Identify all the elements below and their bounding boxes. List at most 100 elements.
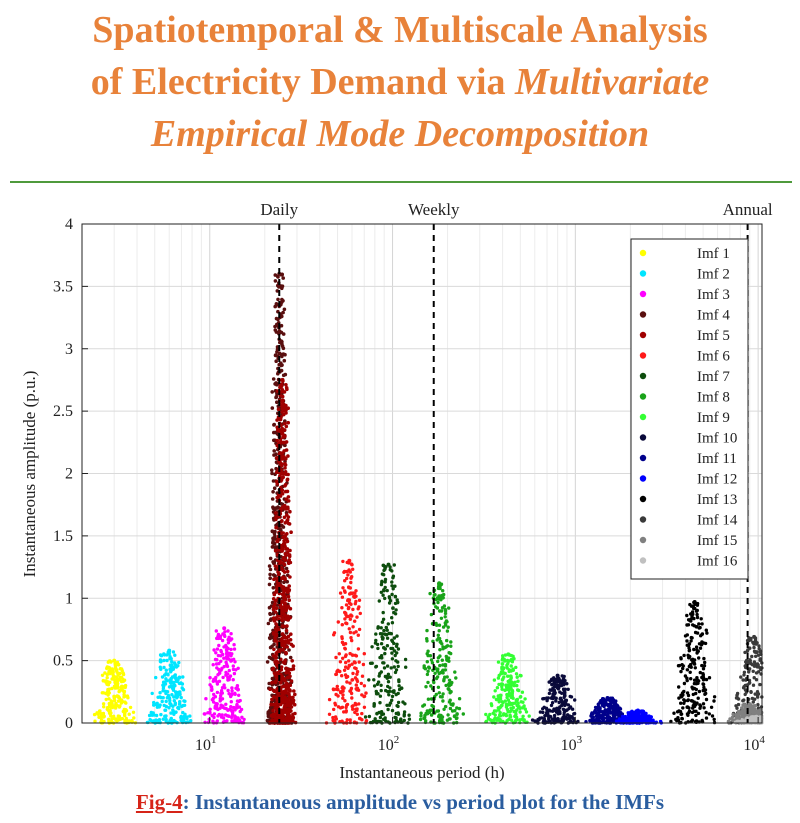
data-point xyxy=(278,583,283,588)
data-point xyxy=(589,714,593,718)
data-point xyxy=(283,703,287,708)
data-point xyxy=(230,686,234,690)
data-point xyxy=(751,669,755,673)
data-point xyxy=(104,691,108,696)
data-point xyxy=(161,683,165,687)
data-point xyxy=(162,665,166,670)
data-point xyxy=(492,718,496,722)
data-point xyxy=(391,689,395,694)
data-point xyxy=(441,692,445,696)
data-point xyxy=(672,711,676,715)
data-point xyxy=(515,683,519,688)
data-point xyxy=(423,667,428,671)
data-point xyxy=(285,624,289,628)
data-point xyxy=(272,592,277,597)
data-point xyxy=(566,713,570,717)
data-point xyxy=(286,594,291,599)
data-point xyxy=(275,400,279,404)
data-point xyxy=(698,670,702,675)
data-point xyxy=(282,428,287,432)
data-point xyxy=(743,713,747,717)
data-point xyxy=(177,660,181,665)
data-point xyxy=(285,569,290,574)
data-point xyxy=(289,679,294,683)
data-point xyxy=(505,692,509,697)
data-point xyxy=(428,591,432,596)
data-point xyxy=(446,625,450,629)
data-point xyxy=(273,639,278,643)
data-point xyxy=(282,390,287,394)
data-point xyxy=(739,711,743,715)
data-point xyxy=(163,714,168,719)
data-point xyxy=(690,636,694,640)
data-point xyxy=(712,695,717,699)
data-point xyxy=(285,645,290,649)
data-point xyxy=(282,307,287,312)
data-point xyxy=(271,597,276,601)
data-point xyxy=(211,663,215,667)
data-point xyxy=(270,468,274,473)
data-point xyxy=(691,687,695,691)
data-point xyxy=(268,567,273,572)
data-point xyxy=(373,641,378,645)
data-point xyxy=(164,677,168,681)
data-point xyxy=(346,573,350,577)
data-point xyxy=(700,632,704,637)
data-point xyxy=(164,668,168,672)
data-point xyxy=(357,605,361,609)
data-point xyxy=(378,694,383,698)
data-point xyxy=(453,670,457,674)
data-point xyxy=(345,680,349,684)
data-point xyxy=(281,648,286,652)
data-point xyxy=(279,546,284,550)
data-point xyxy=(219,694,223,698)
data-point xyxy=(116,694,120,698)
data-point xyxy=(500,684,504,689)
data-point xyxy=(268,576,273,580)
data-point xyxy=(283,613,288,618)
data-point xyxy=(101,711,106,716)
data-point xyxy=(343,699,347,703)
data-point xyxy=(394,659,398,663)
data-point xyxy=(618,707,623,711)
data-point xyxy=(685,639,689,643)
data-point xyxy=(496,697,501,701)
data-point xyxy=(683,634,688,638)
data-point xyxy=(436,633,440,637)
reference-label-weekly: Weekly xyxy=(408,200,460,219)
data-point xyxy=(379,710,384,714)
data-point xyxy=(227,707,232,712)
data-point xyxy=(447,717,452,721)
data-point xyxy=(508,674,513,678)
data-point xyxy=(390,621,395,625)
data-point xyxy=(698,703,702,707)
data-point xyxy=(107,711,112,715)
legend-marker xyxy=(639,352,647,359)
data-point xyxy=(682,698,686,702)
data-point xyxy=(439,609,444,613)
data-point xyxy=(710,714,715,718)
data-point xyxy=(450,680,454,685)
data-point xyxy=(517,688,521,693)
data-point xyxy=(506,674,510,678)
data-point xyxy=(281,542,286,546)
data-point xyxy=(286,614,290,619)
data-point xyxy=(273,328,278,332)
data-point xyxy=(345,621,349,626)
data-point xyxy=(395,704,399,708)
data-point xyxy=(514,665,518,670)
data-point xyxy=(287,584,292,588)
data-point xyxy=(222,683,226,687)
data-point xyxy=(379,670,383,674)
data-point xyxy=(289,715,294,719)
data-point xyxy=(237,705,242,709)
data-point xyxy=(233,660,237,664)
data-point xyxy=(513,680,517,684)
data-point xyxy=(271,537,276,541)
data-point xyxy=(396,664,400,669)
data-point xyxy=(394,644,399,648)
data-point xyxy=(419,714,423,718)
data-point xyxy=(350,678,355,682)
data-point xyxy=(229,700,233,704)
data-point xyxy=(270,545,275,549)
